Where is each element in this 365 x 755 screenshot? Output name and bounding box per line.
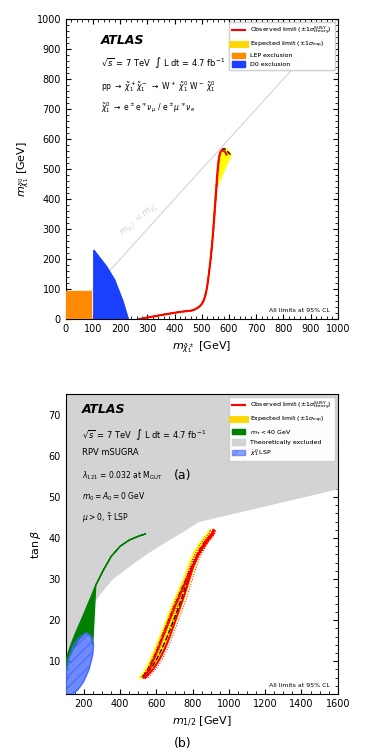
X-axis label: $m_{1/2}$ [GeV]: $m_{1/2}$ [GeV] <box>172 714 232 729</box>
Polygon shape <box>94 250 128 319</box>
Polygon shape <box>66 633 93 694</box>
Polygon shape <box>66 534 146 673</box>
Text: $\mu > 0$, $\tilde{\tau}$ LSP: $\mu > 0$, $\tilde{\tau}$ LSP <box>82 511 128 525</box>
Text: $\tilde{\chi}_1^0$ $\rightarrow$ e$^\pm$e$^\mp\nu_\mu$ / e$^\pm\mu^\mp\nu_e$: $\tilde{\chi}_1^0$ $\rightarrow$ e$^\pm$… <box>101 100 195 115</box>
Legend: Observed limit ($\pm 1\sigma^{\rm SUSY}_{\rm theory}$), Expected limit ($\pm 1\s: Observed limit ($\pm 1\sigma^{\rm SUSY}_… <box>229 397 335 461</box>
Text: $m_0 = A_0 = 0$ GeV: $m_0 = A_0 = 0$ GeV <box>82 490 146 503</box>
Polygon shape <box>66 291 91 319</box>
Text: All limits at 95% CL: All limits at 95% CL <box>269 683 330 688</box>
X-axis label: $m_{\tilde{\chi}_1^\pm}$ [GeV]: $m_{\tilde{\chi}_1^\pm}$ [GeV] <box>172 340 231 356</box>
Text: $\lambda_{121}$ = 0.032 at M$_{\rm GUT}$: $\lambda_{121}$ = 0.032 at M$_{\rm GUT}$ <box>82 469 163 482</box>
Legend: Observed limit ($\pm 1\sigma^{\rm SUSY}_{\rm theory}$), Expected limit ($\pm 1\s: Observed limit ($\pm 1\sigma^{\rm SUSY}_… <box>229 22 335 70</box>
Text: pp $\rightarrow$ $\tilde{\chi}_1^+\tilde{\chi}_1^-$ $\rightarrow$ W$^+$ $\tilde{: pp $\rightarrow$ $\tilde{\chi}_1^+\tilde… <box>101 79 216 94</box>
Polygon shape <box>139 530 215 678</box>
Polygon shape <box>66 633 93 694</box>
Text: All limits at 95% CL: All limits at 95% CL <box>269 308 330 313</box>
Text: ATLAS: ATLAS <box>101 34 145 47</box>
Polygon shape <box>66 394 338 661</box>
Polygon shape <box>139 149 231 319</box>
Y-axis label: $\tan\beta$: $\tan\beta$ <box>29 530 43 559</box>
Text: (a): (a) <box>174 470 191 482</box>
Text: $\sqrt{s}$ = 7 TeV  $\int$ L dt = 4.7 fb$^{-1}$: $\sqrt{s}$ = 7 TeV $\int$ L dt = 4.7 fb$… <box>82 427 207 442</box>
Text: RPV mSUGRA: RPV mSUGRA <box>82 448 139 457</box>
Text: $m_{\tilde{\chi}_1^\pm} < m_{\tilde{\chi}_1^0}$: $m_{\tilde{\chi}_1^\pm} < m_{\tilde{\chi… <box>117 200 161 240</box>
Text: ATLAS: ATLAS <box>82 403 126 416</box>
Text: $\sqrt{s}$ = 7 TeV  $\int$ L dt = 4.7 fb$^{-1}$: $\sqrt{s}$ = 7 TeV $\int$ L dt = 4.7 fb$… <box>101 55 226 70</box>
Text: (b): (b) <box>174 738 191 750</box>
Y-axis label: $m_{\tilde{\chi}_1^0}$ [GeV]: $m_{\tilde{\chi}_1^0}$ [GeV] <box>15 141 31 197</box>
